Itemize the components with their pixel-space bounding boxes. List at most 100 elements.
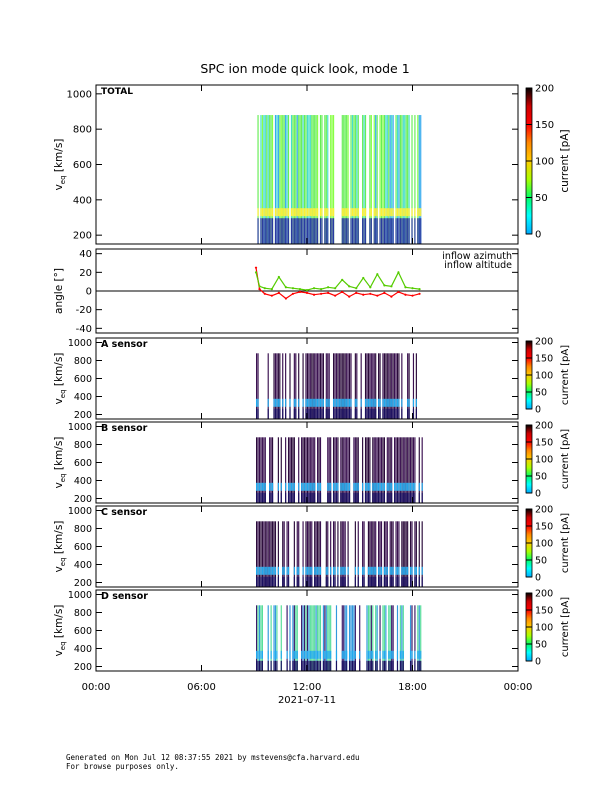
colorbar-tick-label: 100 [535,157,554,168]
spectrogram-column [321,115,323,245]
spectrogram-column [317,521,319,587]
spectrogram-column [411,115,413,245]
spectrogram-cell [367,660,370,671]
spectrogram-cell [332,218,335,244]
spectrogram-column [330,437,332,503]
spectrogram-cell [362,218,364,244]
spectrogram-cell [367,408,370,419]
spectrogram-cell [372,492,374,503]
spectrogram-cell [267,660,269,671]
spectrogram-cell [341,492,343,503]
spectrogram-cell [382,218,384,244]
spectrogram-cell [327,408,329,419]
spectrogram-cell [343,660,345,671]
spectrogram-cell [318,660,320,671]
spectrogram-beam [260,650,262,659]
spectrogram-cell [285,492,287,503]
y-axis-label: veq [km/s] [53,139,67,191]
spectrogram-beam [354,650,356,659]
series-point [418,292,421,295]
spectrogram-column [257,437,259,503]
spectrogram-column [389,115,391,245]
spectrogram-cell [273,660,275,671]
spectrogram-beam [382,482,384,491]
spectrogram-cell [305,660,307,671]
spectrogram-beam [293,566,295,575]
spectrogram-beam [341,208,343,217]
spectrogram-beam [364,482,367,491]
spectrogram-beam [396,208,399,217]
spectrogram-beam [408,208,410,217]
series-point [263,287,266,290]
spectrogram-beam [285,398,287,407]
spectrogram-column [263,437,265,503]
spectrogram-column [383,521,385,587]
spectrogram-beam [327,566,329,575]
spectrogram-cell [357,218,359,244]
spectrogram-beam [298,566,300,575]
spectrogram-beam [280,482,282,491]
spectrogram-beam [378,482,380,491]
spectrogram-beam [277,208,279,217]
spectrogram-column [392,115,394,245]
spectrogram-beam [285,208,287,217]
spectrogram-column [295,605,297,671]
spectrogram-beam [315,650,317,659]
spectrogram-cell [417,660,419,671]
spectrogram-beam [344,398,346,407]
spectrogram-column [367,521,370,587]
spectrogram-column [318,353,320,419]
spectrogram-cell [257,576,259,587]
spectrogram-cell [301,492,303,503]
spectrogram-cell [280,492,282,503]
spectrogram-cell [389,408,391,419]
spectrogram-beam [332,566,335,575]
spectrogram-beam [332,398,335,407]
spectrogram-column [289,605,291,671]
colorbar-tick-label: 200 [535,505,553,516]
y-tick-label: 200 [73,231,92,242]
spectrogram-cell [285,408,287,419]
spectrogram-column [314,353,316,419]
spectrogram-beam [264,566,266,575]
spectrogram-column [347,521,349,587]
spectrogram-column [317,353,319,419]
colorbar-label: current [pA] [560,429,571,489]
spectrogram-cell [269,218,271,244]
spectrogram-cell [312,408,314,419]
spectrogram-beam [372,482,374,491]
spectrogram-column [363,115,365,245]
spectrogram-cell [392,660,394,671]
spectrogram-cell [388,408,390,419]
series-point [369,292,372,295]
spectrogram-cell [277,576,279,587]
spectrogram-cell [322,408,324,419]
spectrogram-cell [267,218,269,244]
spectrogram-column [285,115,287,245]
spectrogram-cell [328,492,330,503]
spectrogram-beam [391,208,393,217]
spectrogram-column [305,521,307,587]
spectrogram-cell [386,492,388,503]
spectrogram-column [395,353,397,419]
spectrogram-column [393,437,396,503]
spectrogram-column [309,437,311,503]
spectrogram-beam [393,398,396,407]
spectrogram-cell [256,408,258,419]
spectrogram-beam [343,208,345,217]
spectrogram-beam [393,482,396,491]
colorbar-label-text: current [pA] [560,429,571,489]
spectrogram-beam [356,208,358,217]
spectrogram-cell [256,576,258,587]
spectrogram-cell [341,660,343,671]
spectrogram-column [334,353,336,419]
spectrogram-cell [311,660,313,671]
spectrogram-column [409,521,412,587]
spectrogram-column [289,437,291,503]
spectrogram-beam [346,208,348,217]
spectrogram-column [263,115,265,245]
spectrogram-beam [314,566,316,575]
spectrogram-column [266,521,268,587]
spectrogram-beam [334,398,336,407]
spectrogram-beam [343,650,345,659]
